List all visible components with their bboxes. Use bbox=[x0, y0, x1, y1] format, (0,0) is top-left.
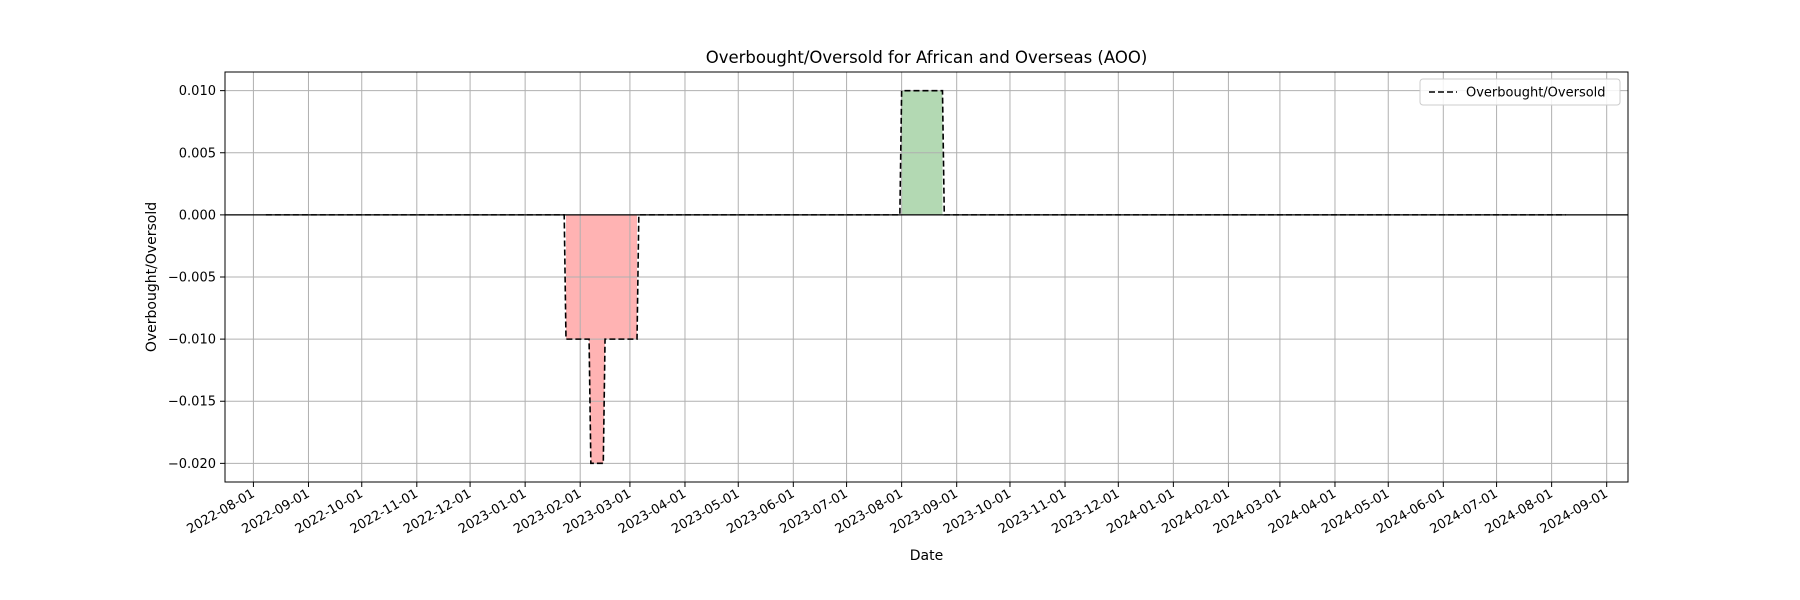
y-tick-label: −0.005 bbox=[168, 271, 216, 286]
legend: Overbought/Oversold bbox=[1419, 78, 1621, 106]
y-tick-label: 0.010 bbox=[179, 84, 216, 99]
y-axis-ticks: 0.010 0.005 0.000 −0.005 −0.010 −0.015 −0.020 bbox=[168, 84, 225, 472]
grid-lines bbox=[225, 72, 1628, 482]
y-axis-label: Overbought/Oversold bbox=[144, 202, 160, 352]
overbought-oversold-line bbox=[265, 89, 1566, 465]
y-tick-label: −0.020 bbox=[168, 457, 216, 472]
series-lines bbox=[265, 89, 1566, 465]
chart-title: Overbought/Oversold for African and Over… bbox=[706, 48, 1148, 67]
y-tick-label: −0.015 bbox=[168, 395, 216, 410]
y-tick-label: 0.000 bbox=[179, 208, 216, 223]
y-tick-label: −0.010 bbox=[168, 333, 216, 348]
y-tick-label: 0.005 bbox=[179, 146, 216, 161]
legend-box bbox=[1419, 78, 1621, 106]
legend-label: Overbought/Oversold bbox=[1466, 86, 1606, 101]
x-axis-label: Date bbox=[910, 548, 943, 564]
